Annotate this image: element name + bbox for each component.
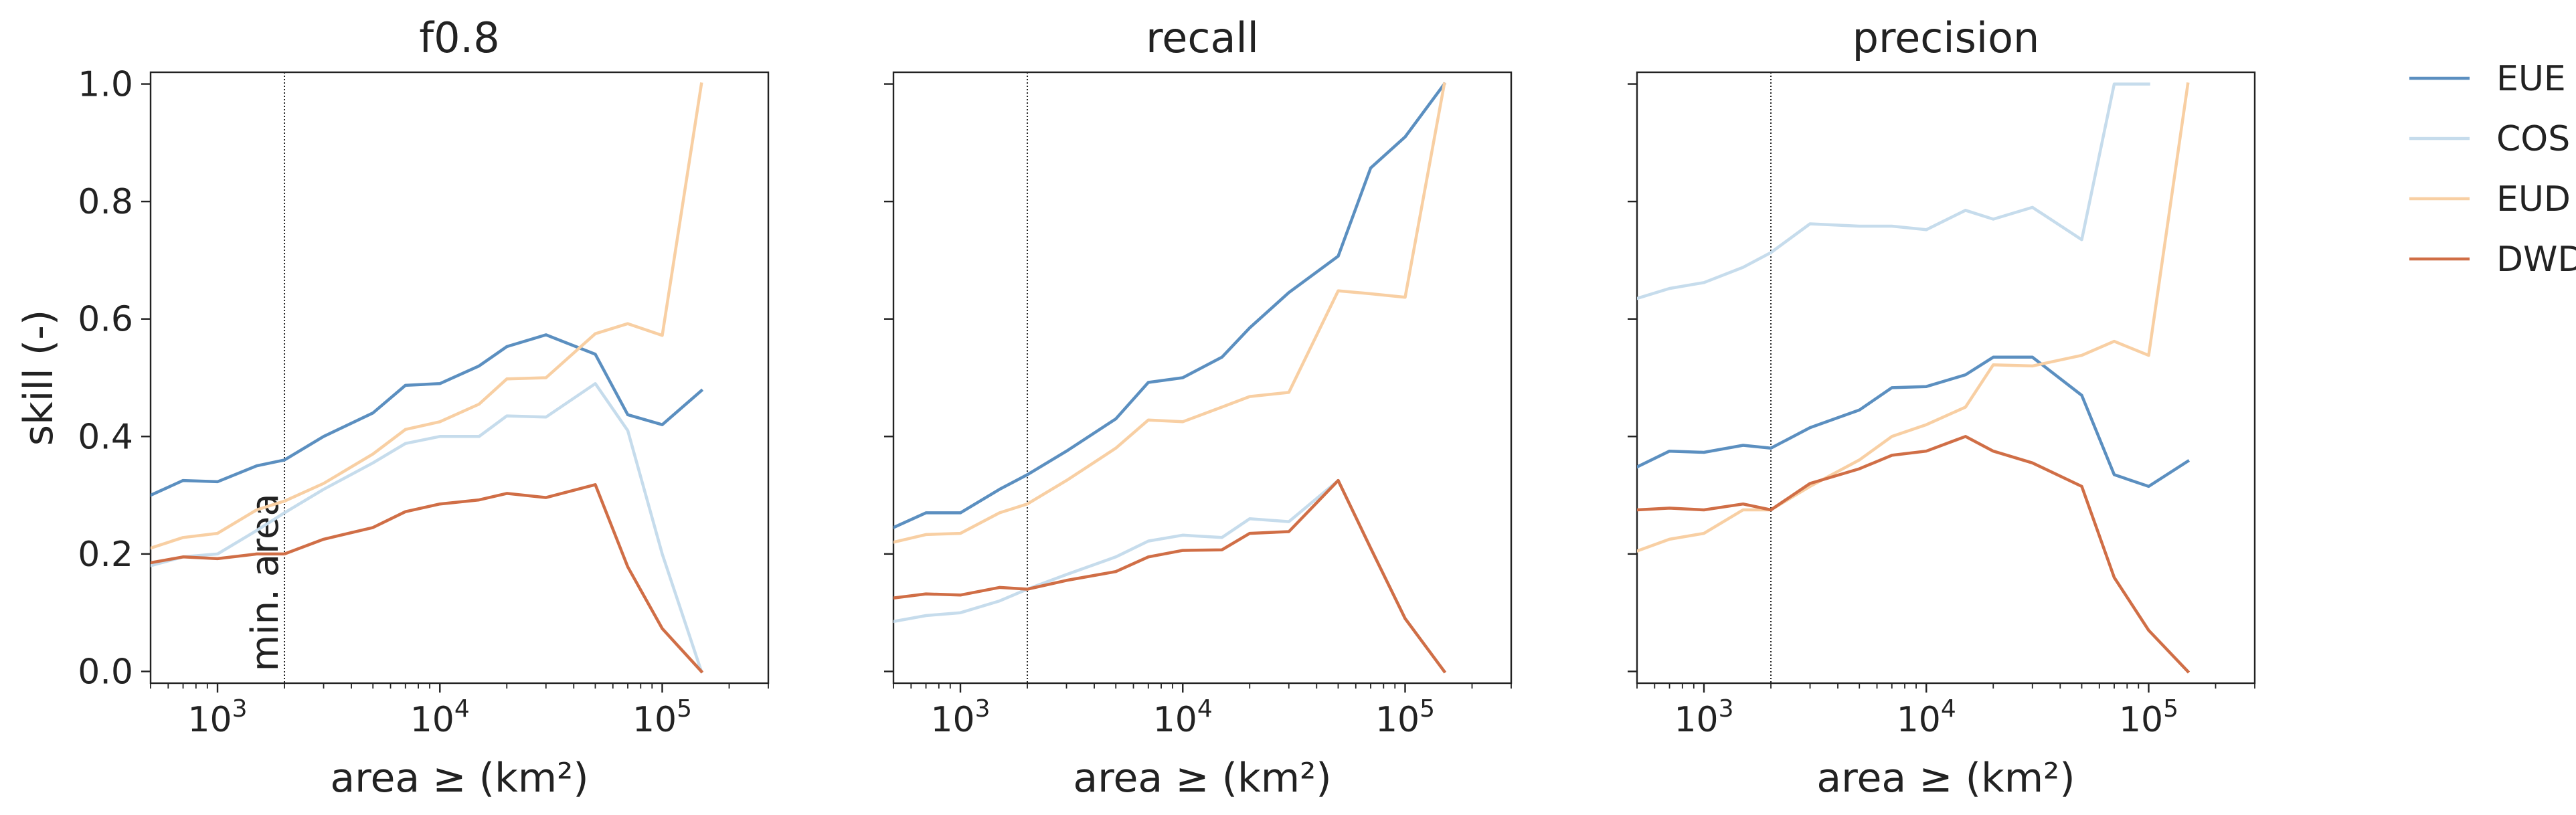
panel-title: recall xyxy=(1146,13,1259,62)
y-tick-label: 0.6 xyxy=(78,300,133,340)
y-tick-label: 0.8 xyxy=(78,182,133,222)
y-axis-label: skill (-) xyxy=(15,310,62,446)
series-line-cos xyxy=(1637,82,2150,300)
series-line-eue xyxy=(1637,355,2191,488)
panel-frame xyxy=(1636,71,2256,685)
series-line-dwd xyxy=(151,483,704,674)
legend-label-eue: EUE xyxy=(2496,59,2566,99)
panel-title: precision xyxy=(1853,13,2040,62)
y-tick-label: 0.4 xyxy=(78,417,133,457)
x-tick-label: 103 xyxy=(1674,695,1733,740)
x-tick-label: 105 xyxy=(2119,695,2178,740)
panel-2: recall 103 104 105 area ≥ (km²) xyxy=(884,13,1513,802)
y-tick-label: 1.0 xyxy=(78,65,133,105)
y-tick-label: 0.0 xyxy=(78,652,133,692)
series-lines xyxy=(1637,82,2191,674)
series-line-cos xyxy=(151,382,703,674)
series-lines xyxy=(893,82,1447,674)
legend-label-cos: COS xyxy=(2496,119,2570,159)
panel-1: f0.8 0.0 0.2 0.4 0.6 0.8 1.0 103 104 105 area ≥ (k… xyxy=(15,13,770,802)
y-tick-label: 0.2 xyxy=(78,535,133,575)
x-axis-label: area ≥ (km²) xyxy=(1816,755,2075,802)
legend-label-dwd: DWD xyxy=(2496,240,2576,280)
series-line-cos xyxy=(893,478,1447,674)
series-lines xyxy=(151,82,704,674)
panel-title: f0.8 xyxy=(419,13,499,62)
series-line-eue xyxy=(893,82,1447,529)
series-line-eue xyxy=(151,333,704,497)
series-line-eud xyxy=(1637,82,2190,553)
x-tick-label: 103 xyxy=(930,695,990,740)
series-line-dwd xyxy=(1637,435,2191,674)
x-axis-label: area ≥ (km²) xyxy=(1073,755,1331,802)
series-line-eud xyxy=(151,82,703,550)
legend-label-eud: EUD xyxy=(2496,179,2571,219)
panel-frame xyxy=(149,71,770,685)
x-axis-label: area ≥ (km²) xyxy=(330,755,588,802)
x-tick-label: 105 xyxy=(1375,695,1435,740)
min-area-label: min. area xyxy=(244,493,287,671)
panel-3: precision 103 104 105 area ≥ (km²) xyxy=(1628,13,2256,802)
x-tick-label: 104 xyxy=(1897,695,1956,740)
legend: EUE COS EUD DWD xyxy=(2409,59,2576,280)
x-tick-label: 103 xyxy=(187,695,247,740)
x-tick-label: 104 xyxy=(410,695,470,740)
series-line-dwd xyxy=(893,478,1447,674)
x-tick-label: 104 xyxy=(1153,695,1213,740)
series-line-eud xyxy=(893,82,1446,544)
panel-frame xyxy=(892,71,1513,685)
x-tick-label: 105 xyxy=(632,695,692,740)
